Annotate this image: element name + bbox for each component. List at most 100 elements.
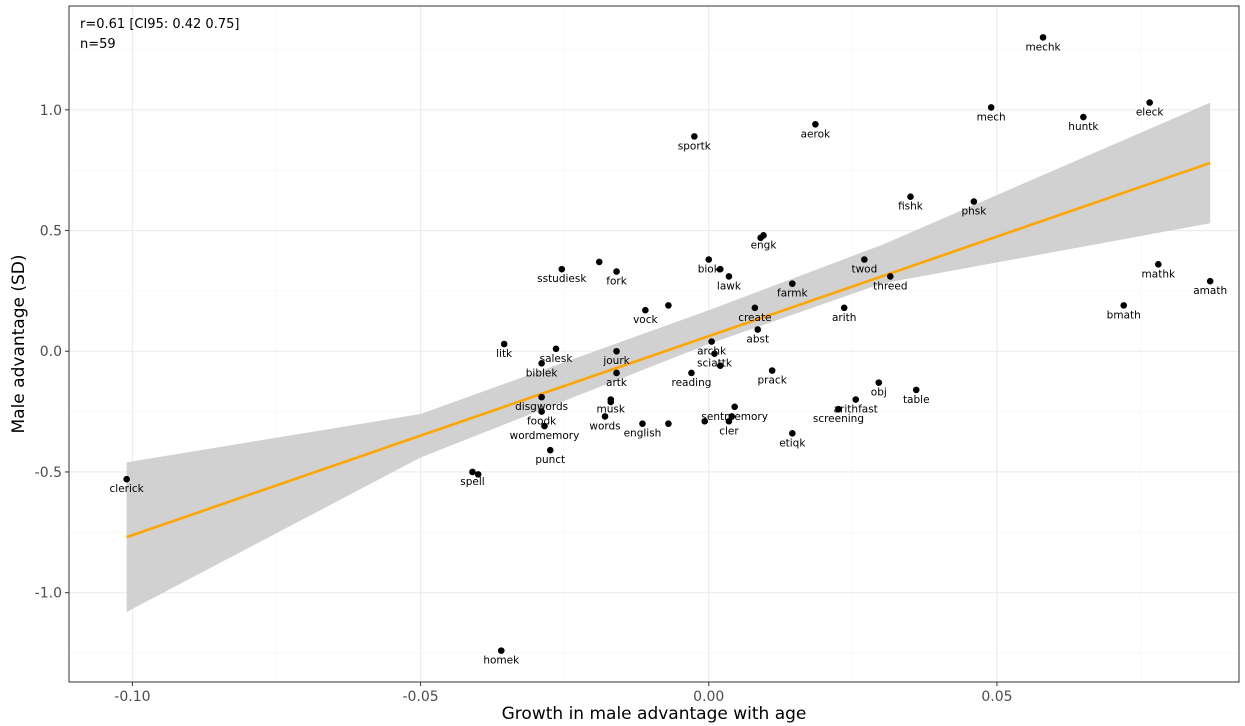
data-point bbox=[595, 258, 603, 266]
x-tick-label: -0.10 bbox=[114, 689, 150, 705]
data-point bbox=[1120, 302, 1128, 309]
point-label: phsk bbox=[961, 206, 987, 218]
point-label: lawk bbox=[717, 280, 742, 292]
data-point bbox=[711, 350, 718, 357]
point-label: fork bbox=[606, 276, 627, 288]
data-point bbox=[725, 417, 733, 425]
point-label: bmath bbox=[1107, 309, 1141, 321]
data-point bbox=[728, 413, 736, 420]
data-point bbox=[725, 273, 733, 280]
annotation-correlation: r=0.61 [CI95: 0.42 0.75] bbox=[80, 17, 239, 32]
point-label: litk bbox=[496, 348, 513, 360]
point-label: arithfast bbox=[834, 404, 878, 416]
point-label: english bbox=[624, 428, 662, 440]
point-label: table bbox=[903, 394, 930, 406]
point-label: eleck bbox=[1136, 107, 1165, 119]
data-point bbox=[768, 367, 776, 374]
data-point bbox=[970, 198, 978, 205]
point-label: sciattk bbox=[697, 358, 733, 370]
point-label: words bbox=[589, 420, 620, 432]
data-point bbox=[642, 306, 649, 314]
point-label: engk bbox=[751, 239, 778, 251]
data-point bbox=[812, 121, 819, 128]
point-label: mechk bbox=[1025, 41, 1061, 53]
point-label: fishk bbox=[898, 201, 924, 213]
data-point bbox=[708, 338, 715, 345]
data-point bbox=[538, 408, 545, 415]
data-point bbox=[1039, 34, 1047, 41]
minor-gridlines bbox=[69, 6, 1239, 682]
data-point bbox=[123, 475, 130, 483]
data-point bbox=[887, 273, 894, 280]
point-label: artk bbox=[606, 377, 628, 389]
y-tick-label: -1.0 bbox=[35, 586, 62, 602]
data-point bbox=[665, 302, 672, 309]
data-point bbox=[912, 386, 920, 394]
data-point bbox=[731, 403, 738, 411]
point-label: salesk bbox=[540, 353, 574, 365]
data-point bbox=[469, 468, 476, 476]
point-label: sportk bbox=[678, 140, 712, 152]
data-point bbox=[497, 647, 505, 654]
point-label: biblek bbox=[526, 367, 559, 379]
data-point bbox=[875, 379, 883, 386]
x-tick-label: 0.05 bbox=[981, 689, 1012, 705]
data-point bbox=[558, 265, 566, 273]
point-label: create bbox=[738, 312, 771, 324]
plot-border bbox=[68, 5, 1240, 683]
annotation-n: n=59 bbox=[80, 37, 116, 52]
data-points bbox=[123, 34, 1214, 654]
data-point bbox=[546, 446, 554, 454]
point-label: biok bbox=[698, 264, 721, 276]
point-label: amath bbox=[1193, 285, 1227, 297]
regression-line bbox=[126, 161, 1211, 539]
point-label: musk bbox=[597, 404, 626, 416]
data-point bbox=[613, 369, 620, 377]
data-point bbox=[701, 417, 709, 425]
data-point bbox=[601, 413, 609, 420]
data-point bbox=[751, 304, 759, 312]
x-axis-ticks: -0.10 -0.05 0.00 0.05 bbox=[114, 682, 1013, 705]
y-tick-label: 1.0 bbox=[40, 103, 62, 119]
data-point bbox=[852, 396, 860, 403]
data-point bbox=[716, 265, 724, 273]
point-label: jourk bbox=[602, 355, 630, 367]
data-point bbox=[607, 398, 615, 406]
data-point bbox=[538, 360, 545, 367]
data-point bbox=[639, 420, 646, 427]
point-label: etiqk bbox=[779, 437, 806, 449]
y-axis-ticks: -1.0 -0.5 0.0 0.5 1.0 bbox=[35, 103, 69, 602]
point-labels: clerick homek spell litk salesk biblek disgwor… bbox=[110, 41, 1228, 666]
y-axis-title: Male advantage (SD) bbox=[9, 254, 29, 433]
data-point bbox=[789, 280, 796, 287]
data-point bbox=[716, 362, 724, 370]
point-label: reading bbox=[672, 377, 712, 389]
y-tick-label: -0.5 bbox=[35, 465, 62, 481]
point-label: sstudiesk bbox=[537, 273, 587, 285]
point-label: sentmemory bbox=[701, 411, 768, 423]
point-label: clerick bbox=[110, 483, 145, 495]
confidence-band bbox=[126, 102, 1211, 612]
data-point bbox=[474, 471, 482, 478]
data-point bbox=[754, 326, 762, 333]
point-label: aerok bbox=[801, 128, 831, 140]
y-tick-label: 0.0 bbox=[40, 344, 62, 360]
point-label: foodk bbox=[527, 416, 557, 428]
point-label: vock bbox=[633, 314, 658, 326]
data-point bbox=[1146, 99, 1153, 106]
data-point bbox=[1206, 277, 1214, 285]
point-label: mathk bbox=[1142, 268, 1176, 280]
x-axis-title: Growth in male advantage with age bbox=[502, 704, 807, 724]
data-point bbox=[987, 104, 995, 111]
point-label: huntk bbox=[1068, 121, 1099, 133]
data-point bbox=[691, 133, 698, 140]
x-tick-label: -0.05 bbox=[402, 689, 438, 705]
data-point bbox=[705, 256, 713, 263]
point-label: mech bbox=[977, 111, 1006, 123]
data-point bbox=[613, 268, 620, 275]
data-point bbox=[840, 304, 848, 312]
y-tick-label: 0.5 bbox=[40, 224, 62, 240]
point-label: disgwords bbox=[515, 401, 568, 413]
confidence-band-area bbox=[126, 102, 1211, 612]
